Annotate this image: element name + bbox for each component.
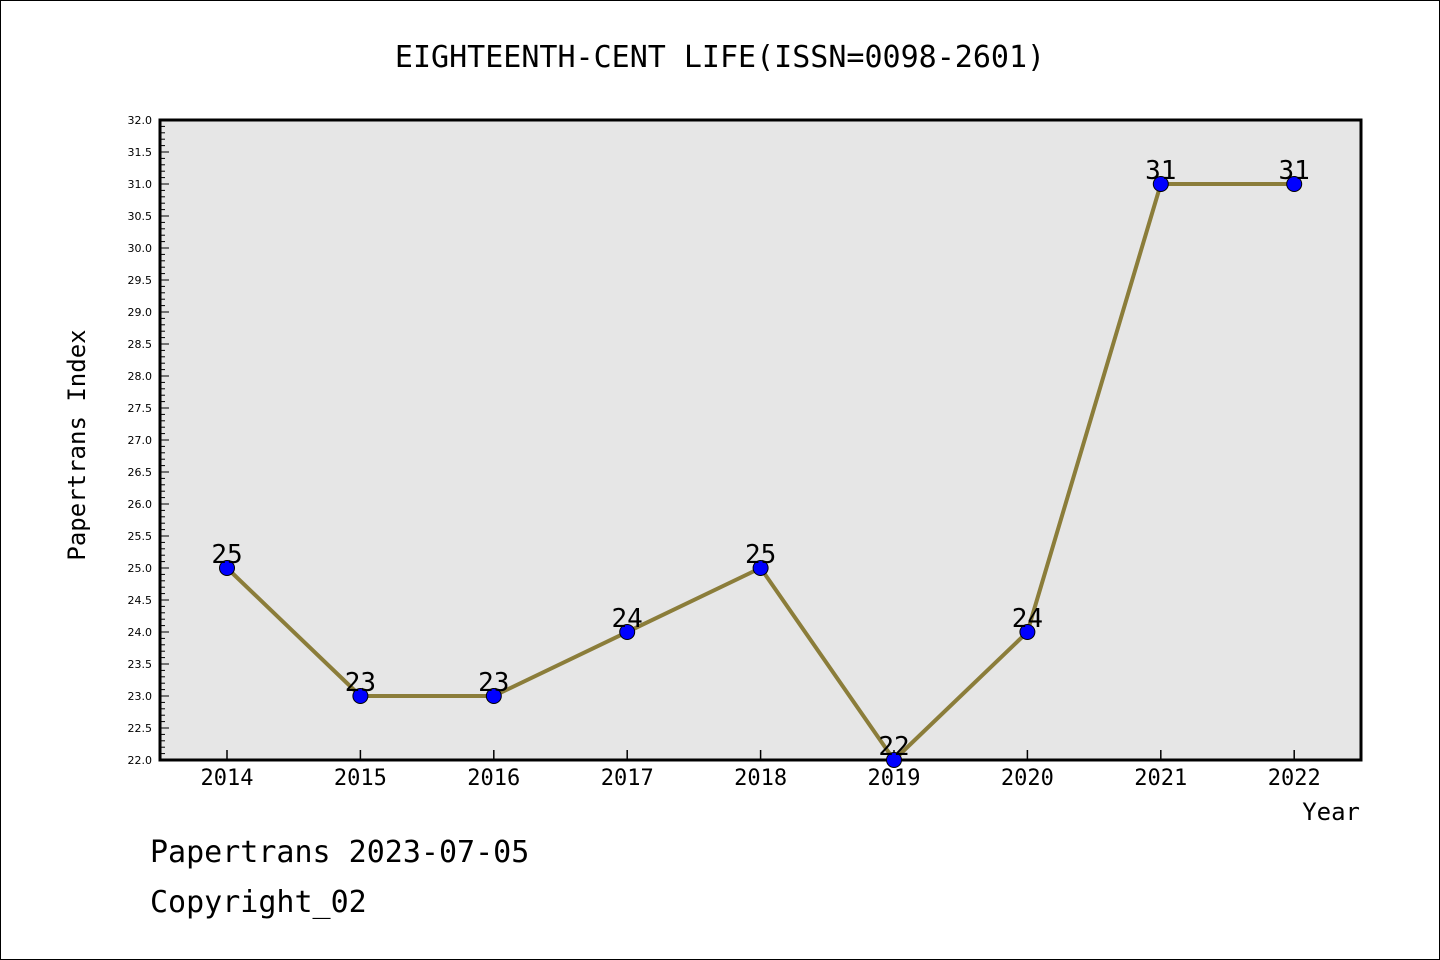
y-tick-label: 26.5 — [128, 466, 153, 479]
data-point — [619, 624, 636, 640]
plot-area — [158, 118, 1363, 762]
data-label: 24 — [1012, 604, 1043, 634]
data-point — [485, 688, 502, 704]
y-tick-label: 22.5 — [128, 722, 153, 735]
y-tick-label: 25.5 — [128, 530, 153, 543]
data-point — [752, 560, 769, 576]
x-axis: 2014 2015 2016 2017 2018 2019 2020 2021 2022 — [201, 750, 1321, 791]
x-tick-label: 2022 — [1268, 766, 1321, 791]
y-axis: 22.0 22.5 23.0 23.5 24.0 24.5 25.0 25.5 26.0 26.5… — [128, 114, 169, 767]
data-label: 31 — [1279, 156, 1310, 186]
x-tick-label: 2017 — [601, 766, 654, 791]
x-tick-label: 2014 — [201, 766, 254, 791]
data-point — [219, 560, 235, 576]
y-tick-label: 22.0 — [128, 754, 153, 767]
y-tick-label: 27.0 — [128, 434, 153, 447]
y-tick-label: 32.0 — [128, 114, 153, 127]
footer-date: Papertrans 2023-07-05 — [150, 835, 530, 870]
x-axis-label: Year — [1302, 798, 1360, 826]
y-tick-label: 25.0 — [128, 562, 153, 575]
y-tick-label: 26.0 — [128, 498, 153, 511]
y-tick-label: 28.5 — [128, 338, 153, 351]
y-tick-label: 31.0 — [128, 178, 153, 191]
y-tick-label: 23.0 — [128, 690, 153, 703]
y-tick-label: 30.0 — [128, 242, 153, 255]
y-tick-label: 28.0 — [128, 370, 153, 383]
x-tick-label: 2020 — [1001, 766, 1054, 791]
data-label: 23 — [478, 668, 509, 698]
data-label: 31 — [1145, 156, 1176, 186]
chart-title: EIGHTEENTH-CENT LIFE(ISSN=0098-2601) — [395, 40, 1045, 75]
x-tick-label: 2015 — [334, 766, 387, 791]
x-tick-label: 2016 — [467, 766, 520, 791]
x-tick-label: 2018 — [734, 766, 787, 791]
y-tick-label: 31.5 — [128, 146, 153, 159]
data-point — [886, 752, 902, 768]
y-tick-label: 29.0 — [128, 306, 153, 319]
data-point — [1286, 176, 1303, 192]
data-point — [1019, 624, 1036, 640]
footer-copyright: Copyright_02 — [150, 885, 367, 920]
y-tick-label: 24.0 — [128, 626, 153, 639]
series-layer: 25 23 23 24 25 22 24 31 31 — [211, 156, 1310, 768]
y-axis-label: Papertrans Index — [63, 329, 91, 560]
data-label: 22 — [878, 732, 909, 762]
y-tick-label: 27.5 — [128, 402, 153, 415]
data-label: 25 — [211, 540, 242, 570]
data-label: 24 — [612, 604, 643, 634]
y-tick-label: 24.5 — [128, 594, 153, 607]
data-point — [1152, 176, 1169, 192]
data-label: 25 — [745, 540, 776, 570]
data-label: 23 — [345, 668, 376, 698]
x-tick-label: 2019 — [868, 766, 921, 791]
data-point — [352, 688, 369, 704]
x-tick-label: 2021 — [1134, 766, 1187, 791]
y-tick-label: 30.5 — [128, 210, 153, 223]
y-tick-label: 29.5 — [128, 274, 153, 287]
y-tick-label: 23.5 — [128, 658, 153, 671]
